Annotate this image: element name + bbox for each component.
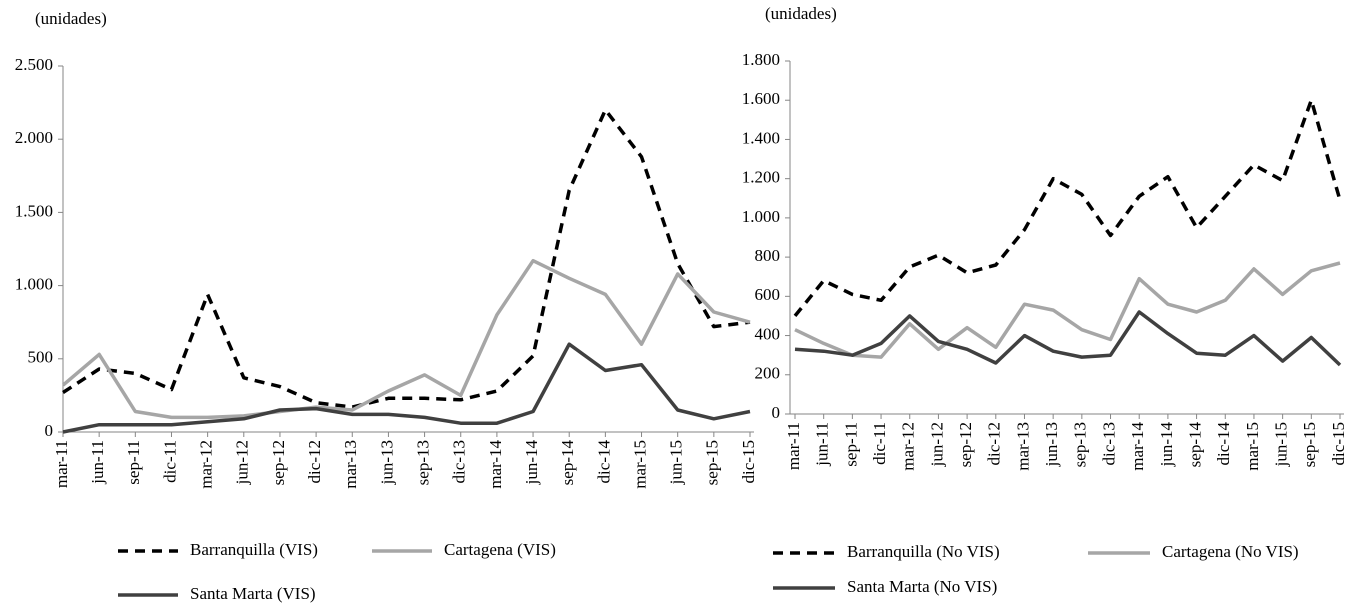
x-tick-label: dic-11 xyxy=(870,422,889,465)
y-tick-label: 2.500 xyxy=(15,55,53,74)
y-axis-label: (unidades) xyxy=(765,4,837,23)
x-tick-label: jun-14 xyxy=(1157,422,1176,468)
x-tick-label: sep-13 xyxy=(1071,422,1090,467)
x-tick-label: dic-13 xyxy=(450,440,469,483)
x-tick-label: jun-14 xyxy=(522,440,541,486)
x-tick-label: jun-15 xyxy=(1272,422,1291,467)
y-tick-label: 600 xyxy=(755,285,781,304)
y-tick-label: 0 xyxy=(772,403,781,422)
x-tick-label: mar-11 xyxy=(784,422,803,470)
x-tick-label: jun-13 xyxy=(1042,422,1061,467)
y-axis-label: (unidades) xyxy=(35,9,107,28)
series-line xyxy=(62,108,751,409)
y-tick-label: 1.500 xyxy=(15,201,53,220)
legend-label: Cartagena (No VIS) xyxy=(1162,542,1299,561)
x-tick-label: sep-14 xyxy=(558,440,577,486)
x-tick-label: jun-11 xyxy=(88,440,107,485)
x-tick-label: dic-11 xyxy=(160,440,179,483)
y-tick-label: 0 xyxy=(45,421,54,440)
legend-label: Cartagena (VIS) xyxy=(444,540,556,559)
x-tick-label: sep-12 xyxy=(269,440,288,485)
series-line xyxy=(61,258,751,420)
x-tick-label: mar-15 xyxy=(630,440,649,489)
x-tick-label: jun-15 xyxy=(667,440,686,485)
series-line xyxy=(793,98,1342,318)
series-line xyxy=(794,261,1341,359)
x-tick-label: dic-15 xyxy=(739,440,758,483)
x-tick-label: mar-14 xyxy=(1128,422,1147,471)
x-tick-label: sep-13 xyxy=(413,440,432,485)
x-tick-label: dic-14 xyxy=(1214,422,1233,466)
y-tick-label: 1.400 xyxy=(742,128,780,147)
x-tick-label: mar-12 xyxy=(899,422,918,471)
x-tick-label: mar-13 xyxy=(1013,422,1032,471)
y-tick-label: 500 xyxy=(28,348,54,367)
y-tick-label: 200 xyxy=(755,364,781,383)
x-tick-label: jun-11 xyxy=(813,422,832,467)
y-tick-label: 1.000 xyxy=(15,275,53,294)
series-line xyxy=(794,310,1342,367)
x-tick-label: sep-14 xyxy=(1185,422,1204,468)
series-line xyxy=(62,342,751,434)
y-tick-label: 1.200 xyxy=(742,168,780,187)
legend-label: Barranquilla (VIS) xyxy=(190,540,318,559)
x-tick-label: mar-15 xyxy=(1243,422,1262,471)
x-tick-label: jun-13 xyxy=(377,440,396,485)
y-tick-label: 800 xyxy=(755,246,781,265)
x-tick-label: dic-12 xyxy=(305,440,324,483)
legend-label: Santa Marta (VIS) xyxy=(190,584,316,603)
x-tick-label: mar-14 xyxy=(486,440,505,489)
x-tick-label: dic-12 xyxy=(985,422,1004,465)
y-tick-label: 400 xyxy=(755,324,781,343)
legend-label: Santa Marta (No VIS) xyxy=(847,577,997,596)
y-tick-label: 1.000 xyxy=(742,207,780,226)
x-tick-label: jun-12 xyxy=(233,440,252,485)
x-tick-label: sep-12 xyxy=(956,422,975,467)
x-tick-label: mar-13 xyxy=(341,440,360,489)
legend-label: Barranquilla (No VIS) xyxy=(847,542,1000,561)
x-tick-label: sep-15 xyxy=(1300,422,1319,467)
y-tick-label: 1.800 xyxy=(742,50,780,69)
x-tick-label: sep-11 xyxy=(841,422,860,467)
x-tick-label: mar-11 xyxy=(52,440,71,488)
y-tick-label: 1.600 xyxy=(742,89,780,108)
y-tick-label: 2.000 xyxy=(15,128,53,147)
x-tick-label: sep-11 xyxy=(124,440,143,485)
x-tick-label: jun-12 xyxy=(927,422,946,467)
x-tick-label: sep-15 xyxy=(703,440,722,485)
x-tick-label: dic-14 xyxy=(594,440,613,484)
x-tick-label: dic-13 xyxy=(1099,422,1118,465)
x-tick-label: mar-12 xyxy=(197,440,216,489)
x-tick-label: dic-15 xyxy=(1329,422,1348,465)
